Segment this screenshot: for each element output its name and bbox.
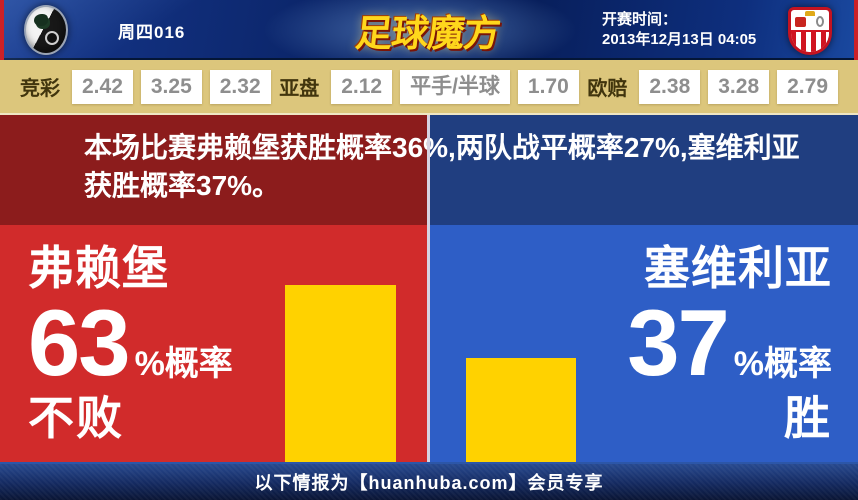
home-probability-bar — [285, 285, 396, 462]
sevilla-crest-icon — [788, 7, 832, 55]
away-percent-value: 37 — [627, 290, 730, 395]
comparison-panels: 弗赖堡 63 %概率 不败 塞维利亚 37 %概率 胜 — [0, 225, 858, 462]
odds-value-handicap-away: 1.70 — [517, 69, 579, 104]
center-divider — [427, 115, 430, 462]
odds-bar: 竞彩 2.42 3.25 2.32 亚盘 2.12 平手/半球 1.70 欧赔 … — [0, 60, 858, 115]
away-percent-row: 37 %概率 — [627, 290, 832, 395]
brand-logo-text: 足球魔方 — [353, 13, 502, 54]
match-code: 周四016 — [118, 23, 186, 42]
sevilla-castle-icon — [795, 17, 806, 27]
away-percent-suffix: %概率 — [733, 345, 832, 383]
odds-value-european-away: 2.79 — [777, 69, 838, 104]
sevilla-stripes-icon — [791, 30, 829, 52]
summary-band-blue-half — [429, 115, 858, 225]
sevilla-monogram-icon — [816, 16, 824, 27]
kickoff-label: 开赛时间： — [602, 11, 678, 28]
odds-value-handicap-line: 平手/半球 — [400, 69, 510, 104]
freiburg-crest-icon — [24, 5, 68, 55]
odds-label-jingcai: 竞彩 — [20, 78, 60, 100]
kickoff-datetime: 2013年12月13日 04:05 — [602, 31, 757, 48]
odds-group-jingcai: 竞彩 2.42 3.25 2.32 — [20, 69, 271, 104]
sevilla-crown-icon — [805, 11, 815, 16]
footer-text: 以下情报为【huanhuba.com】会员专享 — [254, 473, 604, 493]
odds-value-european-draw: 3.28 — [708, 69, 770, 104]
odds-group-asian-handicap: 亚盘 2.12 平手/半球 1.70 — [279, 69, 579, 104]
header-left-accent — [0, 0, 4, 60]
away-team-name: 塞维利亚 — [644, 242, 832, 294]
away-outcome-label: 胜 — [784, 392, 832, 444]
away-team-panel: 塞维利亚 37 %概率 胜 — [429, 225, 858, 462]
freiburg-griffin-icon — [34, 14, 48, 26]
home-percent-value: 63 — [28, 290, 131, 395]
kickoff-time-block: 开赛时间： 2013年12月13日 04:05 — [602, 10, 756, 50]
home-team-name: 弗赖堡 — [28, 242, 169, 294]
odds-value-jingcai-away: 2.32 — [209, 69, 271, 104]
home-team-panel: 弗赖堡 63 %概率 不败 — [0, 225, 429, 462]
away-panel-copy: 塞维利亚 37 %概率 胜 — [627, 241, 832, 445]
probability-summary-text: 本场比赛弗赖堡获胜概率36%,两队战平概率27%,塞维利亚获胜概率37%。 — [84, 132, 800, 201]
home-panel-copy: 弗赖堡 63 %概率 不败 — [28, 241, 233, 445]
probability-summary-band: 本场比赛弗赖堡获胜概率36%,两队战平概率27%,塞维利亚获胜概率37%。 — [0, 115, 858, 225]
freiburg-ball-icon — [45, 31, 59, 45]
odds-label-asian-handicap: 亚盘 — [279, 78, 320, 100]
odds-group-european: 欧赔 2.38 3.28 2.79 — [587, 69, 838, 104]
home-percent-row: 63 %概率 — [28, 290, 233, 395]
odds-value-european-home: 2.38 — [639, 69, 701, 104]
header-right-accent — [854, 0, 858, 60]
odds-value-jingcai-draw: 3.25 — [140, 69, 202, 104]
brand-logo: 足球魔方 — [338, 8, 518, 54]
header: 周四016 足球魔方 开赛时间： 2013年12月13日 04:05 — [0, 0, 858, 90]
odds-value-handicap-home: 2.12 — [331, 69, 393, 104]
footer-banner: 以下情报为【huanhuba.com】会员专享 — [0, 462, 858, 500]
odds-value-jingcai-home: 2.42 — [72, 69, 133, 104]
home-percent-suffix: %概率 — [134, 345, 233, 383]
home-outcome-label: 不败 — [28, 392, 124, 444]
odds-label-european: 欧赔 — [587, 78, 628, 100]
away-probability-bar — [466, 358, 576, 462]
summary-band-red-half — [0, 115, 429, 225]
